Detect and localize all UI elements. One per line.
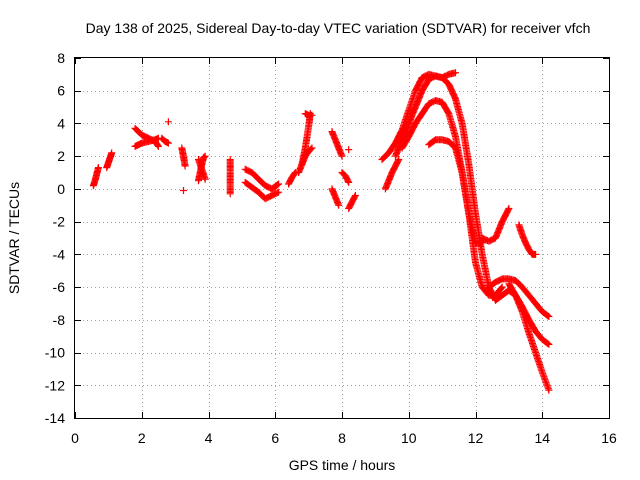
x-tick-label: 4 bbox=[205, 430, 213, 446]
data-point bbox=[89, 164, 102, 190]
data-point bbox=[505, 280, 553, 394]
y-tick-label: 8 bbox=[57, 50, 65, 66]
series-seg-k bbox=[226, 156, 234, 198]
series-seg-ab bbox=[478, 205, 513, 245]
y-tick-label: 0 bbox=[57, 181, 65, 197]
x-tick-label: 10 bbox=[401, 430, 417, 446]
series-seg-a bbox=[89, 164, 102, 190]
data-point bbox=[241, 178, 283, 203]
series-seg-p bbox=[295, 144, 316, 176]
data-point bbox=[164, 118, 172, 126]
data-point bbox=[485, 275, 553, 320]
y-tick-label: -10 bbox=[45, 345, 65, 361]
data-point bbox=[178, 144, 189, 170]
plot-frame bbox=[74, 57, 610, 419]
series-seg-r bbox=[328, 128, 346, 160]
x-axis-label: GPS time / hours bbox=[289, 457, 396, 473]
y-tick-label: -12 bbox=[45, 377, 65, 393]
series-seg-ac bbox=[485, 275, 553, 320]
data-points bbox=[89, 69, 553, 394]
data-point bbox=[285, 169, 299, 188]
x-tick-label: 2 bbox=[138, 430, 146, 446]
x-tick-label: 12 bbox=[468, 430, 484, 446]
x-tick-label: 0 bbox=[71, 430, 79, 446]
series-seg-s bbox=[328, 185, 343, 209]
series-seg-e bbox=[158, 134, 172, 147]
data-point bbox=[226, 156, 234, 198]
x-tick-label: 8 bbox=[338, 430, 346, 446]
data-point bbox=[328, 128, 346, 160]
x-tick-label: 6 bbox=[271, 430, 279, 446]
x-tick-label: 16 bbox=[601, 430, 617, 446]
series-seg-j bbox=[195, 156, 209, 183]
y-tick-label: 6 bbox=[57, 83, 65, 99]
data-point bbox=[131, 134, 162, 150]
data-point bbox=[295, 144, 316, 176]
data-point bbox=[391, 72, 499, 304]
series-seg-b bbox=[103, 149, 116, 172]
x-tick-label: 14 bbox=[534, 430, 550, 446]
data-point bbox=[425, 136, 506, 299]
series-seg-af bbox=[515, 221, 540, 258]
series-seg-aa bbox=[425, 136, 506, 299]
data-point bbox=[180, 187, 187, 194]
series-seg-l bbox=[241, 165, 283, 193]
series-seg-f bbox=[164, 118, 172, 126]
y-tick-label: -14 bbox=[45, 410, 65, 426]
grid bbox=[75, 58, 609, 418]
series-seg-h bbox=[180, 187, 187, 194]
data-point bbox=[195, 156, 209, 183]
series-seg-t bbox=[338, 169, 353, 186]
y-axis-label: SDTVAR / TECUs bbox=[6, 182, 22, 294]
y-tick-label: -4 bbox=[53, 246, 66, 262]
data-point bbox=[345, 192, 359, 212]
data-point bbox=[241, 165, 283, 193]
data-point bbox=[515, 221, 540, 258]
series-seg-m bbox=[241, 178, 283, 203]
y-tick-label: 4 bbox=[57, 115, 65, 131]
data-point bbox=[328, 185, 343, 209]
y-tick-label: -8 bbox=[53, 312, 66, 328]
y-tick-label: -2 bbox=[53, 214, 66, 230]
data-point bbox=[345, 146, 353, 154]
series-seg-q bbox=[301, 110, 316, 119]
series-seg-n bbox=[285, 169, 299, 188]
series-seg-y bbox=[391, 72, 499, 304]
data-point bbox=[103, 149, 116, 172]
series-seg-w bbox=[381, 156, 403, 193]
y-tick-label: 2 bbox=[57, 148, 65, 164]
y-tick-label: -6 bbox=[53, 279, 66, 295]
series-seg-u bbox=[345, 192, 359, 212]
x-axis: 0 2 4 6 8 10 12 14 16 bbox=[71, 58, 617, 446]
data-point bbox=[478, 205, 513, 245]
data-point bbox=[381, 156, 403, 193]
series-seg-ae bbox=[505, 280, 553, 394]
series-seg-v bbox=[345, 146, 353, 154]
data-point bbox=[338, 169, 353, 186]
data-point bbox=[301, 110, 316, 119]
y-axis: -14 -12 -10 -8 -6 -4 -2 0 2 4 6 8 bbox=[45, 50, 609, 426]
series-seg-g bbox=[178, 144, 189, 170]
data-point bbox=[158, 134, 172, 147]
series-seg-d bbox=[131, 134, 162, 150]
chart-title: Day 138 of 2025, Sidereal Day-to-day VTE… bbox=[86, 20, 591, 36]
